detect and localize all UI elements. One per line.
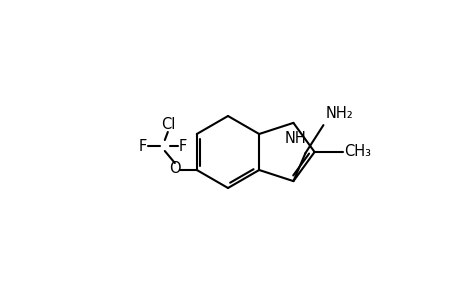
Text: Cl: Cl (160, 116, 174, 131)
Text: NH: NH (284, 131, 306, 146)
Text: NH₂: NH₂ (325, 106, 353, 121)
Text: CH₃: CH₃ (344, 145, 371, 160)
Text: F: F (139, 139, 146, 154)
Text: O: O (168, 160, 180, 175)
Text: F: F (178, 139, 186, 154)
